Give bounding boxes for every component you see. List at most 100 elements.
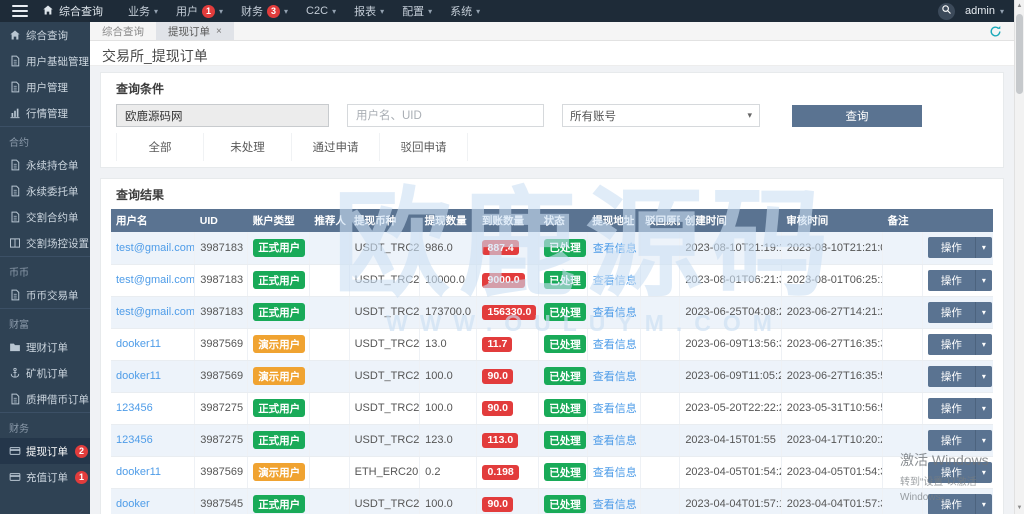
- username-link[interactable]: dooker11: [116, 370, 161, 382]
- sidebar-item-perpetual-positions[interactable]: 永续持仓单: [0, 152, 90, 178]
- sidebar-item-user-management[interactable]: 用户管理: [0, 74, 90, 100]
- column-header: 账户类型: [248, 209, 310, 232]
- view-address-link[interactable]: 查看信息: [593, 403, 637, 415]
- username-link[interactable]: dooker11: [116, 466, 161, 478]
- filter-tab-approved[interactable]: 通过申请: [292, 133, 380, 161]
- view-address-link[interactable]: 查看信息: [593, 499, 637, 511]
- view-address-link[interactable]: 查看信息: [593, 371, 637, 383]
- sidebar-item-perpetual-orders[interactable]: 永续委托单: [0, 178, 90, 204]
- view-address-link[interactable]: 查看信息: [593, 467, 637, 479]
- sidebar-item-market[interactable]: 行情管理: [0, 100, 90, 126]
- sidebar-item-wealth-orders[interactable]: 理财订单: [0, 334, 90, 360]
- nav-home-link[interactable]: 综合查询: [42, 3, 103, 19]
- username-link[interactable]: test@gmail.com: [116, 306, 195, 318]
- audited-time: 2023-06-27T16:35:34: [787, 338, 883, 350]
- scrollbar-thumb[interactable]: [1016, 14, 1023, 94]
- nav-menu-config[interactable]: 配置▾: [402, 3, 432, 19]
- search-button[interactable]: [938, 3, 955, 20]
- tab-close-icon[interactable]: ×: [216, 26, 222, 37]
- navbar-menus: 业务▾用户1▾财务3▾C2C▾报表▾配置▾系统▾: [119, 3, 489, 19]
- sidebar-item-overview[interactable]: 综合查询: [0, 22, 90, 48]
- action-dropdown-toggle[interactable]: ▾: [975, 462, 992, 483]
- action-dropdown-toggle[interactable]: ▾: [975, 398, 992, 419]
- action-dropdown-toggle[interactable]: ▾: [975, 494, 992, 514]
- sidebar-item-delivery-contracts[interactable]: 交割合约单: [0, 204, 90, 230]
- sidebar-item-withdraw-orders[interactable]: 提现订单2: [0, 438, 90, 464]
- sidebar-item-pledge-loan-orders[interactable]: 质押借币订单: [0, 386, 90, 412]
- coin-value: USDT_TRC20: [355, 370, 420, 382]
- view-address-link[interactable]: 查看信息: [593, 275, 637, 287]
- username-link[interactable]: test@gmail.com: [116, 274, 195, 286]
- action-button[interactable]: 操作: [928, 237, 975, 258]
- column-header: 创建时间: [680, 209, 781, 232]
- sidebar-item-miner-orders[interactable]: 矿机订单: [0, 360, 90, 386]
- column-header: 到账数量: [477, 209, 539, 232]
- nav-menu-report[interactable]: 报表▾: [354, 3, 384, 19]
- action-dropdown-toggle[interactable]: ▾: [975, 237, 992, 258]
- tab-label: 综合查询: [102, 24, 144, 39]
- refresh-icon[interactable]: [989, 25, 1002, 41]
- account-type-badge: 正式用户: [253, 399, 305, 417]
- tab-overview[interactable]: 综合查询: [90, 22, 156, 40]
- action-button[interactable]: 操作: [928, 334, 975, 355]
- chevron-down-icon: ▾: [284, 7, 288, 16]
- uid-value: 3987183: [200, 242, 243, 254]
- sidebar-item-label: 永续持仓单: [26, 158, 79, 173]
- action-dropdown-toggle[interactable]: ▾: [975, 334, 992, 355]
- account-select[interactable]: 所有账号 ▾: [562, 104, 760, 127]
- column-header: 推荐人: [309, 209, 349, 232]
- tab-withdraw-orders[interactable]: 提现订单 ×: [156, 22, 234, 40]
- username-link[interactable]: dooker11: [116, 338, 161, 350]
- scrollbar-up-arrow-icon[interactable]: ▲: [1015, 0, 1024, 12]
- view-address-link[interactable]: 查看信息: [593, 243, 637, 255]
- keyword-input[interactable]: [116, 104, 329, 127]
- sidebar-item-user-basic[interactable]: 用户基础管理: [0, 48, 90, 74]
- audited-time: 2023-04-04T01:57:37: [787, 498, 883, 510]
- action-dropdown-toggle[interactable]: ▾: [975, 430, 992, 451]
- query-button[interactable]: 查询: [792, 105, 922, 127]
- action-dropdown-toggle[interactable]: ▾: [975, 302, 992, 323]
- sidebar-item-spot-trades[interactable]: 币币交易单: [0, 282, 90, 308]
- user-menu[interactable]: admin ▾: [965, 5, 1004, 17]
- column-header: [922, 209, 993, 232]
- action-button[interactable]: 操作: [928, 366, 975, 387]
- sidebar-item-delivery-control[interactable]: 交割场控设置: [0, 230, 90, 256]
- withdraw-amount: 100.0: [425, 498, 453, 510]
- created-time: 2023-06-09T13:56:32: [685, 338, 781, 350]
- nav-menu-finance[interactable]: 财务3▾: [241, 3, 288, 19]
- scrollbar-down-arrow-icon[interactable]: ▼: [1015, 502, 1024, 514]
- filter-tab-pending[interactable]: 未处理: [204, 133, 292, 161]
- nav-menu-system[interactable]: 系统▾: [450, 3, 480, 19]
- action-button[interactable]: 操作: [928, 430, 975, 451]
- username-link[interactable]: test@gmail.com: [116, 242, 195, 254]
- results-table: 用户名UID账户类型推荐人提现币种提现数量到账数量状态提现地址驳回原因创建时间审…: [111, 209, 993, 514]
- action-button[interactable]: 操作: [928, 302, 975, 323]
- view-address-link[interactable]: 查看信息: [593, 435, 637, 447]
- account-type-badge: 正式用户: [253, 495, 305, 513]
- action-dropdown-toggle[interactable]: ▾: [975, 270, 992, 291]
- action-dropdown-toggle[interactable]: ▾: [975, 366, 992, 387]
- view-address-link[interactable]: 查看信息: [593, 307, 637, 319]
- filter-tab-all[interactable]: 全部: [116, 133, 204, 161]
- sidebar-item-deposit-orders[interactable]: 充值订单1: [0, 464, 90, 490]
- username-link[interactable]: dooker: [116, 498, 150, 510]
- action-button[interactable]: 操作: [928, 462, 975, 483]
- hamburger-menu-icon[interactable]: [12, 5, 28, 17]
- username-link[interactable]: 123456: [116, 434, 153, 446]
- status-badge: 已处理: [544, 335, 586, 353]
- action-button[interactable]: 操作: [928, 494, 975, 514]
- filter-tab-rejected[interactable]: 驳回申请: [380, 133, 468, 161]
- window-scrollbar[interactable]: ▲ ▼: [1014, 0, 1024, 514]
- anchor-icon: [9, 367, 21, 379]
- nav-menu-label: 配置: [402, 3, 424, 19]
- chevron-down-icon: ▾: [476, 7, 480, 16]
- action-button[interactable]: 操作: [928, 270, 975, 291]
- view-address-link[interactable]: 查看信息: [593, 339, 637, 351]
- nav-menu-user[interactable]: 用户1▾: [176, 3, 223, 19]
- columns-icon: [9, 237, 21, 249]
- nav-menu-business[interactable]: 业务▾: [128, 3, 158, 19]
- user-uid-input[interactable]: [347, 104, 544, 127]
- action-button[interactable]: 操作: [928, 398, 975, 419]
- nav-menu-c2c[interactable]: C2C▾: [306, 5, 336, 17]
- username-link[interactable]: 123456: [116, 402, 153, 414]
